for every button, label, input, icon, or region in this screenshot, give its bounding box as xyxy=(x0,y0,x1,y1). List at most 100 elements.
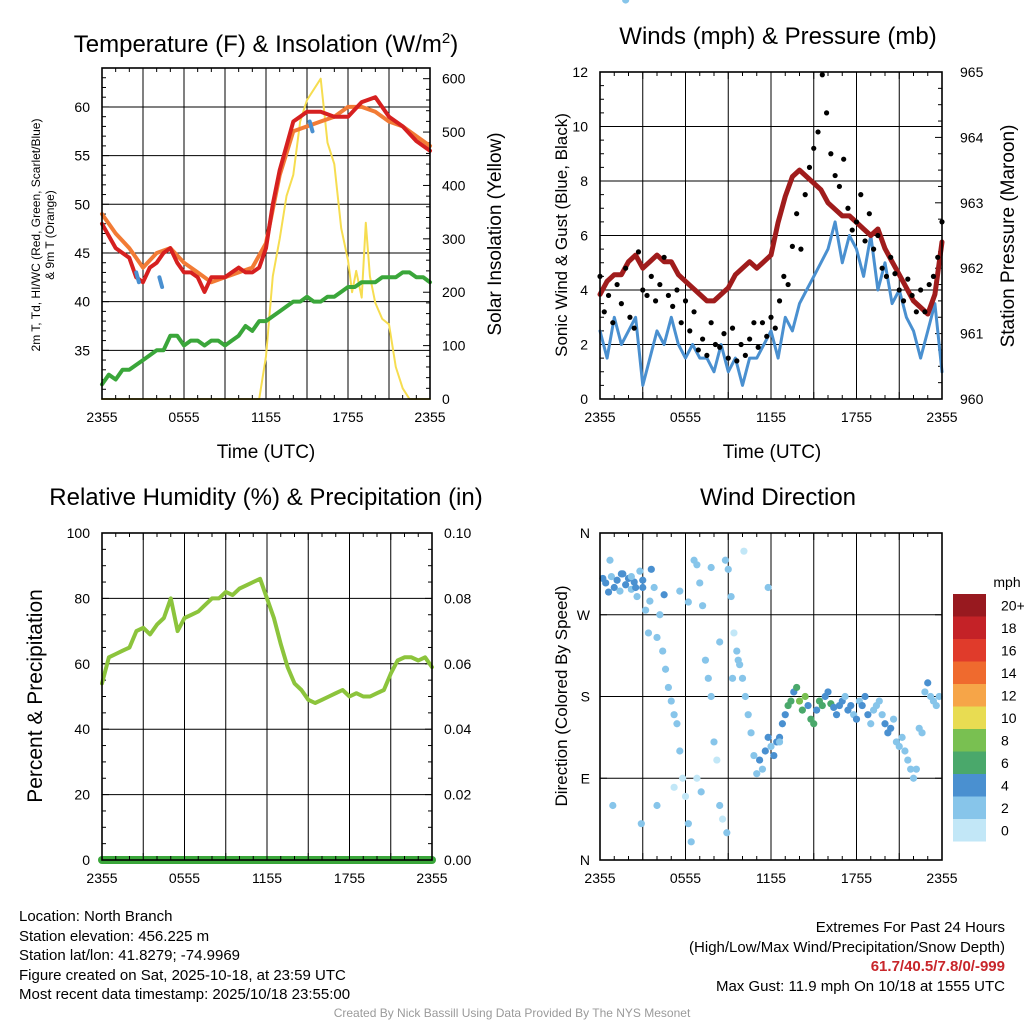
y2-tick-label: 200 xyxy=(442,284,466,300)
direction-point xyxy=(787,697,795,705)
title-superscript: 2 xyxy=(442,30,450,47)
gust-point xyxy=(704,352,710,358)
direction-point xyxy=(606,556,614,564)
y-axis-label: 2m T, Td, HI/WC (Red, Green, Scarlet/Blu… xyxy=(29,119,43,352)
direction-point xyxy=(741,692,749,701)
x-axis-label: Time (UTC) xyxy=(217,442,316,463)
x-tick-label: 0555 xyxy=(670,409,701,425)
y-tick-label: 60 xyxy=(74,656,90,672)
direction-point xyxy=(887,724,895,732)
gust-point xyxy=(610,320,616,326)
direction-point xyxy=(661,665,670,673)
x-tick-label: 1155 xyxy=(251,409,281,425)
legend-swatch xyxy=(953,661,986,684)
direction-point xyxy=(756,756,764,764)
direction-point xyxy=(747,729,755,737)
credit-line: Created By Nick Bassill Using Data Provi… xyxy=(333,1006,691,1020)
gust-point xyxy=(871,246,877,252)
y-tick-label: 40 xyxy=(74,721,90,737)
gust-point xyxy=(832,172,838,179)
gust-point xyxy=(721,331,727,337)
direction-point xyxy=(704,674,712,682)
direction-point xyxy=(687,838,695,846)
legend-label: 18 xyxy=(1001,620,1017,636)
direction-point xyxy=(670,711,678,719)
gust-point xyxy=(764,333,770,339)
direction-point xyxy=(602,579,610,587)
heat-index-line xyxy=(157,275,165,289)
y2-tick-label: 964 xyxy=(960,129,984,145)
y-tick-label: 60 xyxy=(74,99,90,115)
legend-swatch xyxy=(953,774,986,797)
direction-point xyxy=(693,561,701,569)
extremes-subtitle: (High/Low/Max Wind/Precipitation/Snow De… xyxy=(689,938,1005,956)
gust-point xyxy=(700,336,706,342)
x-tick-label: 0555 xyxy=(169,870,200,886)
gust-point xyxy=(768,314,774,320)
gust-point xyxy=(751,320,757,326)
humidity-line xyxy=(100,576,434,705)
gust-point xyxy=(605,292,612,299)
direction-point xyxy=(728,674,737,682)
gust-point xyxy=(618,301,624,307)
direction-point xyxy=(670,783,678,791)
direction-point xyxy=(609,801,617,810)
gust-point xyxy=(849,227,855,233)
legend-label: 20+ xyxy=(1001,597,1024,613)
direction-point xyxy=(864,711,872,719)
direction-point xyxy=(818,701,826,710)
direction-point xyxy=(918,729,926,737)
gust-point xyxy=(776,298,783,304)
chart-title: Winds (mph) & Pressure (mb) xyxy=(619,23,936,50)
gust-point xyxy=(828,151,834,157)
x-tick-label: 2355 xyxy=(584,870,615,886)
x-tick-label: 1755 xyxy=(841,409,872,425)
y-tick-label: 8 xyxy=(580,173,588,189)
direction-point xyxy=(778,720,787,728)
direction-point xyxy=(935,692,943,701)
x-tick-label: 1155 xyxy=(756,409,786,425)
direction-point xyxy=(647,565,655,573)
station-elevation: Station elevation: 456.225 m xyxy=(19,927,210,945)
direction-point xyxy=(610,583,618,592)
x-tick-label: 0555 xyxy=(168,409,199,425)
gust-point xyxy=(738,341,744,348)
gust-point xyxy=(742,352,748,358)
direction-point xyxy=(633,592,641,601)
direction-point xyxy=(667,697,675,705)
x-axis-label: Time (UTC) xyxy=(723,442,822,463)
x-tick-label: 2355 xyxy=(584,409,615,425)
legend-label: 14 xyxy=(1001,665,1017,681)
legend-swatch xyxy=(953,594,986,617)
y-tick-label: 20 xyxy=(74,787,90,803)
gust-point xyxy=(892,271,898,277)
gust-point xyxy=(691,309,697,315)
gust-point xyxy=(623,265,629,271)
direction-point xyxy=(867,720,875,728)
direction-point xyxy=(750,751,758,760)
direction-point xyxy=(847,701,855,710)
direction-point xyxy=(932,701,940,710)
gust-point xyxy=(674,287,680,293)
y-tick-label: 80 xyxy=(74,590,90,606)
direction-point xyxy=(740,547,748,555)
station-latlon: Station lat/lon: 41.8279; -74.9969 xyxy=(19,947,241,964)
legend-label: 2 xyxy=(1001,800,1009,816)
direction-point xyxy=(730,629,738,637)
direction-point xyxy=(660,591,668,599)
gust-point xyxy=(759,320,766,326)
y2-tick-label: 965 xyxy=(960,64,984,80)
y2-tick-label: 300 xyxy=(442,231,466,247)
figure-created: Figure created on Sat, 2025-10-18, at 23… xyxy=(19,966,346,984)
gust-point xyxy=(601,309,607,315)
direction-point xyxy=(801,692,809,701)
direction-point xyxy=(889,715,898,723)
recent-timestamp: Most recent data timestamp: 2025/10/18 2… xyxy=(19,986,351,1003)
direction-point xyxy=(676,747,684,755)
y2-tick-label: 963 xyxy=(960,195,984,211)
direction-point xyxy=(881,720,889,728)
direction-point xyxy=(627,573,635,581)
gust-point xyxy=(772,325,778,331)
direction-point xyxy=(653,633,661,642)
